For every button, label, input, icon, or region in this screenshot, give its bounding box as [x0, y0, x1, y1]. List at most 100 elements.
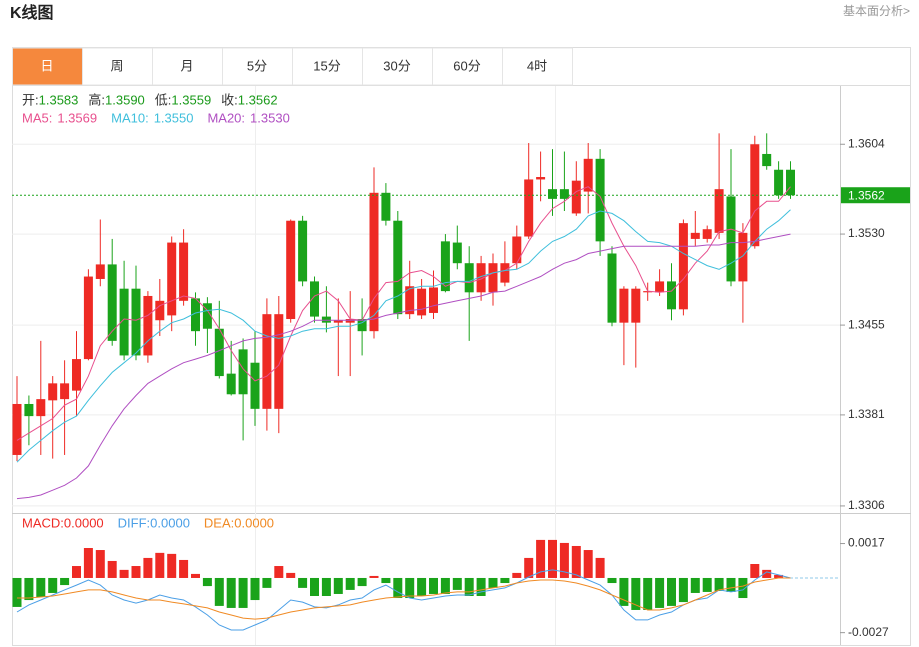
candle-body — [83, 276, 93, 360]
candle-body — [690, 232, 700, 239]
current-price-label: 1.3562 — [848, 188, 885, 202]
macd-bar — [274, 566, 284, 578]
candle-body — [631, 288, 641, 323]
macd-bar — [24, 577, 34, 601]
macd-bar — [619, 577, 629, 606]
macd-bar — [548, 539, 557, 578]
y-tick-label: 0.0017 — [848, 536, 885, 550]
macd-bar — [48, 577, 58, 593]
macd-bar — [714, 577, 724, 591]
macd-bar — [774, 574, 784, 578]
candle-body — [333, 320, 343, 323]
legend-text: 1.3583 — [39, 92, 79, 107]
tab-label[interactable]: 4时 — [527, 58, 547, 73]
macd-bar — [678, 577, 688, 603]
candle-body — [607, 253, 617, 323]
candle-body — [583, 158, 593, 192]
macd-bar — [536, 539, 546, 578]
candle-body — [191, 298, 200, 332]
legend-text: DEA: — [204, 515, 234, 530]
candle-body — [202, 303, 212, 329]
macd-bar — [393, 577, 403, 599]
macd-bar — [12, 577, 22, 607]
macd-bar — [762, 569, 772, 578]
candle-body — [72, 359, 81, 391]
macd-bar — [476, 577, 486, 596]
candle-body — [595, 158, 605, 242]
legend-text: 收: — [221, 92, 238, 107]
y-tick-label: 1.3455 — [848, 317, 885, 331]
tab-label[interactable]: 15分 — [313, 58, 340, 73]
tab-label[interactable]: 30分 — [383, 58, 410, 73]
macd-bar — [464, 577, 474, 596]
macd-bar — [488, 577, 498, 588]
candle-body — [24, 403, 34, 417]
tab[interactable] — [12, 47, 83, 86]
tab-label[interactable]: 日 — [40, 58, 53, 73]
tab[interactable] — [502, 47, 573, 86]
macd-bar — [571, 545, 581, 578]
tab-label[interactable]: 周 — [110, 58, 123, 73]
tab[interactable] — [82, 47, 153, 86]
legend-text: DIFF: — [118, 515, 151, 530]
candle-body — [702, 229, 712, 239]
legend-text: 0.0000 — [234, 515, 274, 530]
candle-body — [214, 328, 224, 377]
macd-bar — [583, 550, 593, 578]
tab-label[interactable]: 5分 — [247, 58, 267, 73]
macd-bar — [381, 577, 391, 584]
macd-bar — [750, 564, 760, 578]
macd-bar — [95, 550, 105, 578]
candle-body — [619, 288, 629, 323]
macd-bar — [607, 577, 617, 584]
fundamental-link[interactable]: 基本面分析> — [843, 4, 910, 18]
legend-text: MA20: — [207, 110, 245, 125]
macd-bar — [262, 577, 272, 588]
candle-body — [226, 373, 236, 395]
tab-label[interactable]: 60分 — [453, 58, 480, 73]
macd-bar — [524, 557, 534, 578]
macd-bar — [440, 577, 450, 594]
candle-body — [655, 281, 665, 293]
candle-body — [381, 192, 391, 221]
y-tick-label: -0.0027 — [848, 625, 889, 639]
macd-bar — [226, 577, 236, 608]
candle-body — [714, 189, 724, 233]
candle-body — [559, 189, 569, 199]
macd-bar — [452, 577, 462, 590]
legend-text: MACD: — [22, 515, 64, 530]
indicator-line — [16, 233, 791, 500]
legend-text: 1.3550 — [154, 110, 194, 125]
macd-bar — [250, 577, 260, 601]
tab[interactable] — [222, 47, 293, 86]
candle-body — [512, 236, 522, 264]
candle-body — [369, 192, 379, 332]
candle-body — [95, 264, 105, 279]
candle-body — [500, 263, 510, 283]
tab-label[interactable]: 月 — [180, 58, 193, 73]
current-price-tag — [841, 187, 910, 204]
indicator-line — [17, 577, 791, 620]
candle-body — [60, 383, 70, 400]
legend-text: 高: — [88, 92, 105, 107]
candle-body — [643, 291, 653, 293]
macd-bar — [143, 557, 153, 578]
macd-bar — [119, 569, 129, 578]
indicator-line — [16, 209, 791, 463]
candle-body — [238, 349, 248, 395]
candle-body — [393, 220, 403, 315]
y-tick-label: 1.3530 — [848, 226, 885, 240]
macd-bar — [83, 548, 93, 578]
candle-body — [464, 263, 474, 293]
legend-text: 开: — [22, 92, 39, 107]
legend-text: 0.0000 — [150, 515, 190, 530]
legend-text: 1.3530 — [250, 110, 290, 125]
macd-bar — [345, 577, 355, 590]
macd-bar — [155, 552, 165, 578]
candle-body — [548, 189, 557, 199]
tab[interactable] — [362, 47, 433, 86]
macd-bar — [429, 577, 438, 594]
macd-bar — [214, 577, 224, 606]
candle-body — [321, 316, 331, 323]
candle-body — [429, 287, 438, 313]
